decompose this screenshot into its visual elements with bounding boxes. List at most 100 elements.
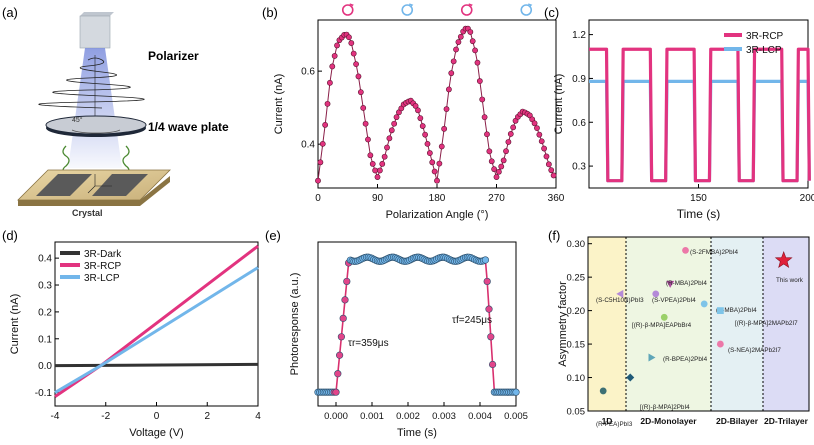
point-label: (S-C5H10N)PbI3 <box>596 297 644 304</box>
data-point <box>369 160 376 167</box>
data-point <box>485 305 493 313</box>
data-point <box>343 277 351 286</box>
point-marker <box>648 353 656 362</box>
data-point <box>415 107 421 114</box>
data-point <box>367 152 374 159</box>
data-point <box>372 167 379 174</box>
data-point <box>353 61 359 68</box>
data-point <box>469 38 476 45</box>
y-tick-label: 0.1 <box>38 334 52 345</box>
x-tick-label: 0.001 <box>360 411 384 422</box>
point-marker <box>599 387 607 395</box>
x-tick-label: 0 <box>315 193 321 204</box>
data-point <box>512 388 520 396</box>
data-point <box>486 148 493 155</box>
x-tick-label: 0 <box>154 411 160 422</box>
data-point <box>483 277 491 286</box>
legend-label: 3R-LCP <box>746 45 782 56</box>
x-tick-label: 180 <box>429 193 446 204</box>
data-point <box>488 158 495 165</box>
x-tick-label: -4 <box>51 411 60 422</box>
x-axis-label: Polarization Angle (°) <box>386 209 489 221</box>
chart-switching: 150 200 0.3 0.6 0.9 1.2 Time (s) Current (nA) 3R… <box>553 19 814 221</box>
y-axis-label: Photoresponse (a.u.) <box>289 273 301 376</box>
series-line-3R-LCP <box>54 266 259 394</box>
data-point <box>481 114 488 121</box>
point-marker <box>626 373 635 382</box>
data-point <box>434 177 440 184</box>
region-label: 2D-Monolayer <box>640 416 697 426</box>
y-axis-label: Current (nA) <box>553 74 565 135</box>
y-tick-label: 0.05 <box>567 407 586 418</box>
data-point <box>355 73 362 80</box>
star-icon <box>774 251 793 268</box>
arrow-icon <box>349 3 354 8</box>
legend-label: 3R-RCP <box>746 31 784 42</box>
data-point <box>374 174 381 180</box>
data-point <box>376 167 383 174</box>
data-point <box>322 121 329 128</box>
series-line <box>317 28 555 181</box>
point-marker <box>616 289 624 298</box>
data-point <box>438 143 445 150</box>
data-point <box>536 131 543 138</box>
data-point <box>360 105 367 111</box>
data-point <box>481 256 490 264</box>
data-point <box>379 160 386 167</box>
data-point <box>419 123 426 129</box>
data-point <box>472 47 478 54</box>
data-point <box>326 79 333 86</box>
data-point <box>474 59 481 66</box>
point-label: [(R)-β-MPA]2PbI4 <box>640 404 690 411</box>
region-band <box>626 237 711 411</box>
y-tick-label: 0.6 <box>301 67 315 78</box>
data-point <box>334 370 342 378</box>
series-line-3R-Dark <box>54 362 259 368</box>
y-tick-label: 0.4 <box>38 254 52 265</box>
polarizer-top <box>80 12 114 16</box>
panel-label-b: (b) <box>262 5 278 20</box>
x-tick-label: -2 <box>101 411 110 422</box>
y-tick-label: 0.9 <box>572 74 586 85</box>
electrode-right <box>92 174 148 196</box>
point-label: (R-PEA)PbI3 <box>596 421 633 428</box>
chart-photoresponse: 0.000 0.001 0.002 0.003 0.004 0.005 Time (s) Ph… <box>289 241 528 439</box>
panel-label-c: (c) <box>544 5 559 20</box>
data-point <box>495 168 502 175</box>
data-point <box>317 159 324 166</box>
data-point <box>431 168 438 175</box>
region-band <box>588 237 626 411</box>
y-tick-label: 0.10 <box>567 373 586 384</box>
data-point <box>346 34 352 41</box>
data-point <box>412 102 419 109</box>
y-tick-label: -0.1 <box>35 388 53 399</box>
point-marker <box>682 246 689 254</box>
rise-time-label: τr=359μs <box>348 338 389 349</box>
arrow-icon <box>468 3 473 8</box>
data-point <box>391 120 398 127</box>
data-point <box>541 145 547 152</box>
data-point <box>510 124 517 131</box>
point-marker <box>666 280 675 288</box>
data-point <box>479 96 486 103</box>
point-label: [(R)-β-MPA]2MAPb2I7 <box>735 320 798 327</box>
y-tick-label: 0.15 <box>567 340 586 351</box>
y-axis-label: Current (nA) <box>9 294 21 355</box>
data-point <box>538 138 545 145</box>
chart-polarization: 0 90 180 270 360 0.4 0.6 Polarization Angle (°)… <box>273 3 565 221</box>
point-marker <box>660 313 668 321</box>
data-point <box>332 388 340 396</box>
point-label: (S-2FMBA)2PbI4 <box>690 249 738 256</box>
y-axis-label: Current (nA) <box>273 74 285 135</box>
wave-plate-top <box>45 115 147 135</box>
x-axis-label: Voltage (V) <box>129 427 183 439</box>
data-point <box>500 157 507 164</box>
y-tick-label: 0.25 <box>567 273 586 284</box>
data-point <box>334 42 340 49</box>
lcp-marker-icon <box>520 4 533 16</box>
data-point <box>441 125 448 132</box>
panel-label-a: (a) <box>2 5 18 20</box>
data-point <box>422 131 428 138</box>
data-point <box>426 150 433 156</box>
